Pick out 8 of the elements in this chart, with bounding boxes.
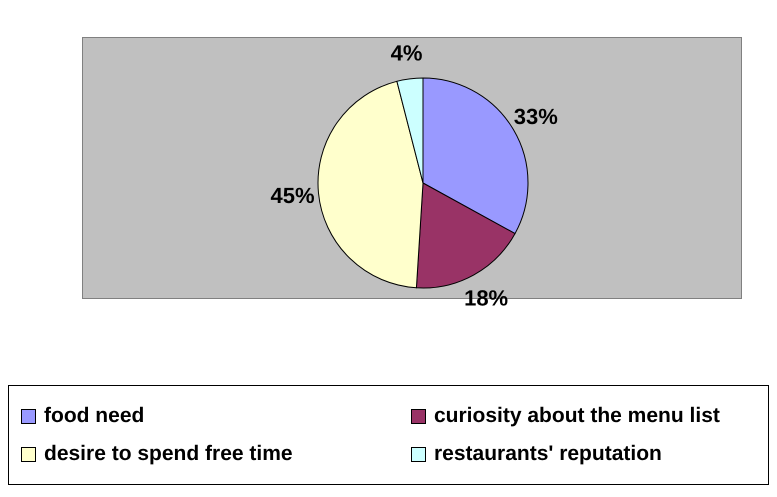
legend-label: restaurants' reputation — [434, 442, 662, 466]
legend-label: curiosity about the menu list — [434, 404, 720, 428]
data-label: 18% — [464, 285, 508, 310]
data-label: 45% — [270, 182, 315, 208]
data-label: 33% — [514, 104, 558, 129]
legend-label: desire to spend free time — [44, 442, 293, 466]
legend-label: food need — [44, 404, 144, 428]
data-label: 4% — [390, 40, 422, 66]
